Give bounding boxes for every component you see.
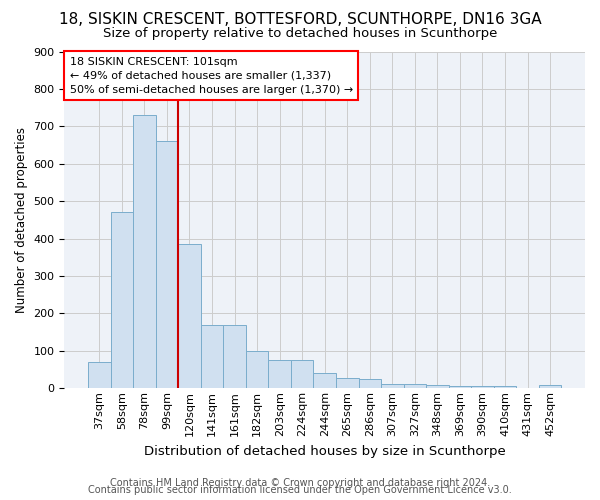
Bar — [155, 142, 178, 388]
Bar — [88, 362, 110, 388]
Bar — [426, 384, 449, 388]
Bar — [539, 386, 562, 388]
Bar — [110, 212, 133, 388]
Bar — [223, 324, 246, 388]
Text: 18 SISKIN CRESCENT: 101sqm
← 49% of detached houses are smaller (1,337)
50% of s: 18 SISKIN CRESCENT: 101sqm ← 49% of deta… — [70, 56, 353, 94]
X-axis label: Distribution of detached houses by size in Scunthorpe: Distribution of detached houses by size … — [144, 444, 506, 458]
Bar — [178, 244, 201, 388]
Bar — [381, 384, 404, 388]
Text: Contains public sector information licensed under the Open Government Licence v3: Contains public sector information licen… — [88, 485, 512, 495]
Bar — [133, 115, 155, 388]
Bar — [404, 384, 426, 388]
Bar — [494, 386, 516, 388]
Y-axis label: Number of detached properties: Number of detached properties — [15, 127, 28, 313]
Bar — [201, 324, 223, 388]
Text: Size of property relative to detached houses in Scunthorpe: Size of property relative to detached ho… — [103, 28, 497, 40]
Bar — [359, 379, 381, 388]
Bar — [246, 351, 268, 389]
Bar — [449, 386, 471, 388]
Bar — [313, 374, 336, 388]
Text: Contains HM Land Registry data © Crown copyright and database right 2024.: Contains HM Land Registry data © Crown c… — [110, 478, 490, 488]
Bar — [291, 360, 313, 388]
Bar — [336, 378, 359, 388]
Text: 18, SISKIN CRESCENT, BOTTESFORD, SCUNTHORPE, DN16 3GA: 18, SISKIN CRESCENT, BOTTESFORD, SCUNTHO… — [59, 12, 541, 28]
Bar — [471, 386, 494, 388]
Bar — [268, 360, 291, 388]
